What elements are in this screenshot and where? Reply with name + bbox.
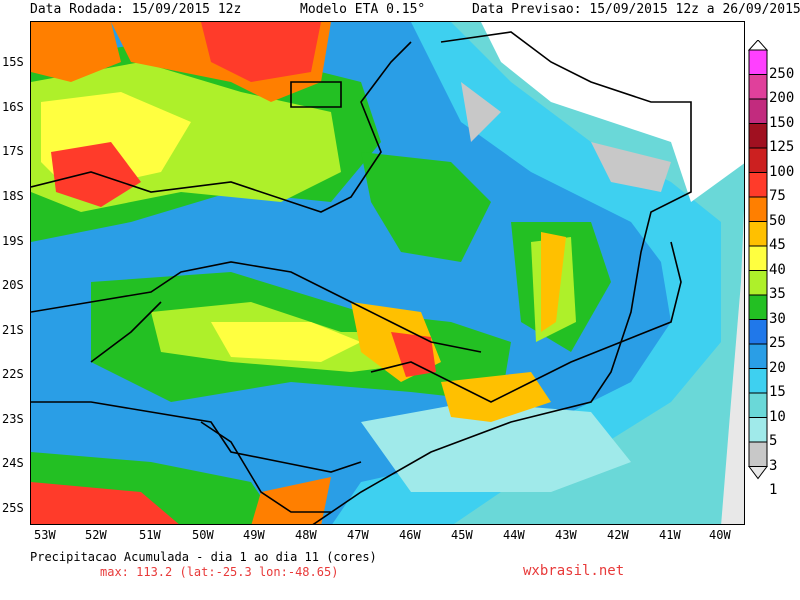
- border-central: [31, 261, 482, 353]
- colorbar-label: 45: [769, 237, 786, 253]
- orange-east-band: [541, 232, 566, 332]
- header-forecast: Data Previsao: 15/09/2015 12z a 26/09/20…: [472, 2, 800, 17]
- lon-label: 45W: [451, 528, 473, 542]
- lat-label: 19S: [2, 234, 24, 248]
- colorbar-label: 25: [769, 335, 786, 351]
- colorbar-label: 150: [769, 114, 795, 131]
- colorbar-cell: [748, 49, 768, 75]
- green-north-central: [361, 152, 491, 262]
- colorbar-bottom-arrow: [748, 466, 768, 480]
- colorbar-label: 1: [769, 482, 778, 498]
- lat-label: 18S: [2, 189, 24, 203]
- colorbar-cell: [748, 123, 768, 149]
- border-north: [31, 41, 412, 213]
- border-box-df: [290, 81, 342, 108]
- colorbar-cell: [748, 294, 768, 320]
- colorbar-cells: [748, 40, 768, 480]
- red-north-top: [201, 22, 321, 82]
- lon-label: 53W: [34, 528, 56, 542]
- colorbar-cell: [748, 270, 768, 296]
- colorbar-label: 3: [769, 457, 778, 474]
- coastline: [312, 31, 692, 524]
- colorbar-label: 10: [769, 408, 786, 425]
- ocean-teal-zone: [451, 22, 744, 524]
- colorbar-label: 20: [769, 359, 786, 376]
- lat-label: 21S: [2, 323, 24, 337]
- grey-patch-1: [461, 82, 501, 142]
- grey-patch-2: [591, 142, 671, 192]
- lat-label: 17S: [2, 144, 24, 158]
- lat-label: 23S: [2, 412, 24, 426]
- colorbar-label: 250: [769, 65, 795, 82]
- colorbar-label: 125: [769, 139, 795, 155]
- lon-label: 52W: [85, 528, 107, 542]
- colorbar-label: 5: [769, 433, 778, 449]
- precipitation-map: [30, 21, 745, 525]
- colorbar-cell: [748, 172, 768, 198]
- lon-label: 50W: [192, 528, 214, 542]
- header-run-date: Data Rodada: 15/09/2015 12z: [30, 2, 242, 17]
- colorbar-label: 35: [769, 286, 786, 302]
- colorbar-cell: [748, 245, 768, 271]
- header-model: Modelo ETA 0.15°: [300, 2, 426, 17]
- lat-label: 16S: [2, 100, 24, 114]
- colorbar-top-arrow: [748, 40, 768, 51]
- footer-title: Precipitacao Acumulada - dia 1 ao dia 11…: [30, 550, 377, 564]
- lon-label: 46W: [399, 528, 421, 542]
- colorbar-cell: [748, 147, 768, 173]
- colorbar-label: 75: [769, 188, 786, 204]
- lat-label: 15S: [2, 55, 24, 69]
- colorbar-cell: [748, 74, 768, 100]
- map-canvas: [31, 22, 744, 524]
- colorbar-cell: [748, 368, 768, 394]
- light-cyan-south: [361, 402, 631, 492]
- colorbar-label: 30: [769, 310, 786, 327]
- colorbar-cell: [748, 343, 768, 369]
- dry-white-zone: [481, 22, 744, 202]
- yellow-central-band: [211, 322, 361, 362]
- dry-grey-zone-east: [721, 210, 744, 524]
- lon-label: 51W: [139, 528, 161, 542]
- red-central: [391, 332, 436, 377]
- border-east: [370, 241, 682, 403]
- lon-label: 47W: [347, 528, 369, 542]
- colorbar-label: 50: [769, 212, 786, 229]
- lon-label: 49W: [243, 528, 265, 542]
- lon-label: 44W: [503, 528, 525, 542]
- brand-text: wxbrasil.net: [523, 563, 625, 579]
- lon-label: 40W: [709, 528, 731, 542]
- lon-label: 48W: [295, 528, 317, 542]
- state-borders: [31, 31, 692, 524]
- lon-label: 43W: [555, 528, 577, 542]
- colorbar: [748, 40, 768, 480]
- lon-label: 41W: [659, 528, 681, 542]
- colorbar-cell: [748, 417, 768, 443]
- orange-coast: [441, 372, 551, 422]
- lat-label: 24S: [2, 456, 24, 470]
- colorbar-cell: [748, 196, 768, 222]
- colorbar-cell: [748, 441, 768, 467]
- colorbar-cell: [748, 392, 768, 418]
- lat-label: 25S: [2, 501, 24, 515]
- colorbar-label: 100: [769, 163, 795, 180]
- lon-label: 42W: [607, 528, 629, 542]
- footer-max: max: 113.2 (lat:-25.3 lon:-48.65): [100, 565, 339, 579]
- colorbar-cell: [748, 98, 768, 124]
- colorbar-label: 200: [769, 90, 795, 106]
- lat-label: 20S: [2, 278, 24, 292]
- colorbar-cell: [748, 319, 768, 345]
- border-south-2: [200, 421, 331, 513]
- border-central-west: [90, 301, 162, 363]
- colorbar-label: 15: [769, 384, 786, 400]
- lat-label: 22S: [2, 367, 24, 381]
- red-south-west: [31, 482, 179, 524]
- colorbar-label: 40: [769, 261, 786, 278]
- colorbar-cell: [748, 221, 768, 247]
- border-south: [31, 401, 362, 473]
- orange-north-west: [31, 22, 121, 82]
